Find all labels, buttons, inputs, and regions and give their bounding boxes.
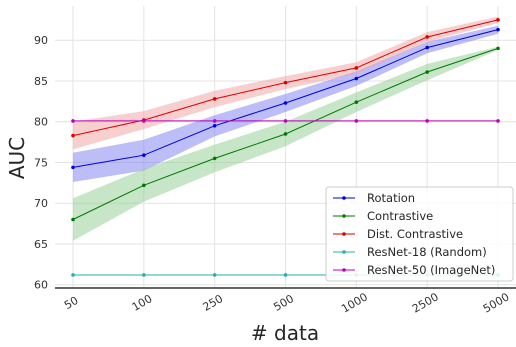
- y-tick-label: 75: [34, 156, 48, 169]
- point-series-4: [283, 119, 288, 123]
- point-series-4: [354, 119, 359, 123]
- legend-marker-4: [342, 268, 346, 272]
- y-tick-label: 90: [34, 34, 48, 47]
- x-tick-label: 100: [130, 292, 155, 314]
- legend-box: [325, 186, 514, 282]
- point-series-0: [283, 101, 288, 105]
- legend: Rotation Contrastive Dist. Contrastive ResN…: [325, 186, 514, 282]
- point-series-4: [71, 119, 75, 123]
- legend-marker-3: [342, 250, 346, 254]
- point-series-1: [425, 70, 429, 74]
- point-series-3: [212, 273, 217, 277]
- legend-label-0: Rotation: [367, 191, 415, 205]
- point-series-2: [496, 18, 500, 22]
- point-series-4: [142, 119, 146, 123]
- point-series-3: [142, 273, 146, 277]
- point-series-3: [71, 273, 75, 277]
- point-series-2: [212, 97, 217, 101]
- point-series-4: [425, 119, 429, 123]
- point-series-3: [283, 273, 288, 277]
- legend-label-2: Dist. Contrastive: [367, 227, 463, 241]
- point-series-2: [283, 80, 288, 85]
- point-series-1: [71, 217, 75, 222]
- band-series-1: [73, 46, 498, 241]
- y-axis-title: AUC: [5, 137, 29, 179]
- point-series-1: [212, 156, 217, 161]
- point-series-0: [212, 124, 217, 128]
- x-tick-label: 250: [201, 292, 226, 314]
- y-tick-label: 65: [34, 238, 48, 251]
- point-series-2: [71, 133, 75, 138]
- point-series-0: [142, 153, 146, 157]
- point-series-2: [354, 66, 359, 70]
- point-series-1: [142, 183, 146, 188]
- point-series-4: [212, 119, 217, 123]
- point-series-2: [425, 35, 429, 39]
- legend-marker-2: [342, 232, 346, 236]
- point-series-1: [283, 132, 288, 136]
- legend-label-4: ResNet-50 (ImageNet): [367, 263, 495, 277]
- x-tick-label: 5000: [481, 290, 512, 315]
- legend-marker-0: [342, 196, 346, 200]
- x-tick-label: 50: [62, 294, 81, 312]
- legend-label-1: Contrastive: [367, 209, 433, 223]
- x-tick-label: 2500: [410, 290, 441, 315]
- point-series-4: [496, 119, 500, 123]
- x-tick-label: 1000: [339, 290, 370, 315]
- point-series-0: [71, 165, 75, 170]
- point-series-0: [354, 76, 359, 81]
- y-tick-label: 70: [34, 197, 48, 210]
- point-series-0: [496, 27, 500, 32]
- y-tick-label: 80: [34, 116, 48, 129]
- legend-marker-1: [342, 214, 346, 218]
- y-tick-label: 85: [34, 75, 48, 88]
- x-tick-label: 500: [271, 292, 296, 314]
- x-axis-title: # data: [251, 321, 319, 345]
- point-series-1: [496, 46, 500, 51]
- point-series-1: [354, 100, 359, 104]
- point-series-0: [425, 45, 429, 50]
- y-tick-label: 60: [34, 279, 48, 292]
- legend-label-3: ResNet-18 (Random): [367, 245, 487, 259]
